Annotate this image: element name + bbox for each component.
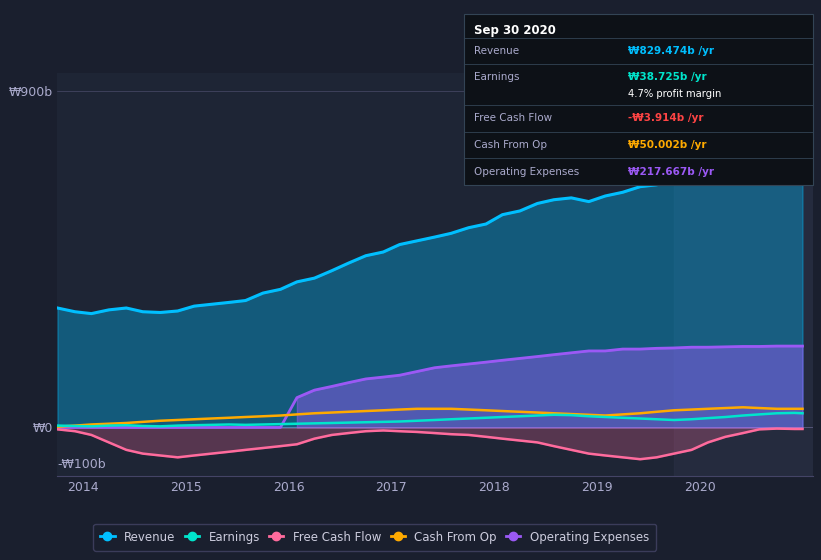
Text: Free Cash Flow: Free Cash Flow [474,114,552,123]
Text: -₩100b: -₩100b [57,458,106,472]
Text: Cash From Op: Cash From Op [474,140,547,150]
Bar [674,73,813,476]
Text: 4.7% profit margin: 4.7% profit margin [628,88,722,99]
Text: ₩829.474b /yr: ₩829.474b /yr [628,46,714,56]
Text: Earnings: Earnings [474,72,519,82]
Text: -₩3.914b /yr: -₩3.914b /yr [628,114,704,123]
Text: ₩217.667b /yr: ₩217.667b /yr [628,166,714,176]
Text: Sep 30 2020: Sep 30 2020 [474,24,556,37]
Legend: Revenue, Earnings, Free Cash Flow, Cash From Op, Operating Expenses: Revenue, Earnings, Free Cash Flow, Cash … [94,524,656,550]
Text: Operating Expenses: Operating Expenses [474,166,579,176]
Text: Revenue: Revenue [474,46,519,56]
Text: ₩38.725b /yr: ₩38.725b /yr [628,72,707,82]
Text: ₩50.002b /yr: ₩50.002b /yr [628,140,707,150]
